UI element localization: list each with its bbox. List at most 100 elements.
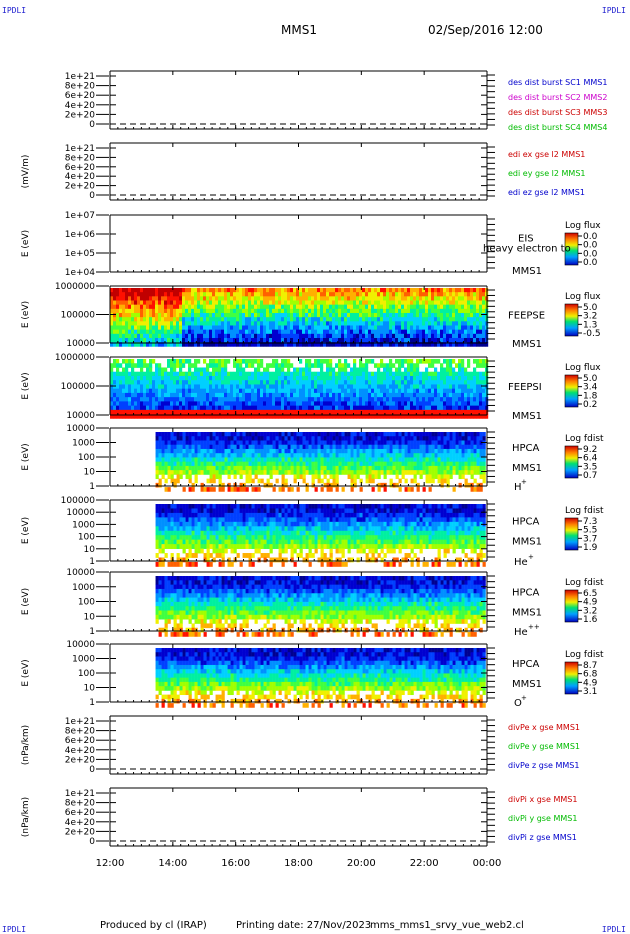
spectrogram-cell: [356, 367, 360, 373]
spectrogram-cell: [239, 296, 243, 301]
spectrogram-cell: [245, 409, 249, 415]
spectrogram-cell: [371, 325, 375, 331]
spectrogram-cell: [182, 308, 186, 314]
spectrogram-cell: [266, 465, 270, 471]
spectrogram-cell: [212, 342, 216, 347]
spectrogram-cell: [476, 296, 480, 301]
spectrogram-cell: [125, 337, 129, 343]
spectrogram-cell: [167, 333, 171, 339]
spectrogram-cell: [344, 457, 348, 463]
spectrogram-cell: [302, 325, 306, 331]
legend-entry: des dist burst SC2 MMS2: [508, 93, 607, 102]
spectrogram-cell: [251, 337, 255, 343]
spectrogram-cell: [338, 397, 342, 402]
spectrogram-cell: [212, 409, 216, 415]
spectrogram-cell: [347, 461, 351, 467]
spectrogram-cell: [218, 380, 222, 385]
spectrogram-cell: [323, 397, 327, 402]
spectrogram-cell: [149, 401, 153, 407]
spectrogram-cell: [113, 300, 117, 306]
spectrogram-cell: [368, 308, 372, 314]
spectrogram-cell: [380, 384, 384, 390]
spectrogram-cell: [341, 300, 345, 306]
spectrogram-cell: [194, 392, 198, 398]
spectrogram-cell: [344, 337, 348, 343]
spectrogram-cell: [275, 392, 279, 398]
spectrogram-cell: [164, 432, 168, 437]
spectrogram-cell: [419, 440, 423, 446]
spectrogram-cell: [242, 482, 246, 488]
spectrogram-cell: [221, 436, 225, 441]
spectrogram-cell: [335, 337, 339, 343]
spectrogram-cell: [230, 440, 234, 446]
spectrogram-cell: [215, 474, 219, 480]
spectrogram-cell: [260, 465, 264, 471]
spectrogram-cell: [110, 405, 114, 411]
spectrogram-cell: [308, 317, 312, 322]
spectrogram-cell: [302, 444, 306, 450]
spectrogram-cell: [335, 465, 339, 471]
spectrogram-cell: [326, 342, 330, 347]
spectrogram-cell: [173, 304, 177, 310]
spectrogram-cell: [455, 397, 459, 402]
spectrogram-cell: [467, 304, 471, 310]
spectrogram-cell: [296, 453, 300, 458]
spectrogram-cell: [188, 448, 192, 454]
spectrogram-cell: [197, 371, 201, 377]
spectrogram-cell: [404, 317, 408, 322]
spectrogram-cell: [251, 401, 255, 407]
spectrogram-cell: [191, 465, 195, 471]
spectrogram-cell: [140, 392, 144, 398]
spectrogram-cell: [137, 405, 141, 411]
spectrogram-cell: [185, 312, 189, 318]
spectrogram-cell: [242, 384, 246, 390]
spectrogram-cell: [347, 371, 351, 377]
spectrogram-cell: [224, 448, 228, 454]
spectrogram-cell: [197, 470, 201, 475]
spectrogram-cell: [179, 292, 183, 297]
spectrogram-cell: [278, 409, 282, 415]
spectrogram-cell: [371, 461, 375, 467]
spectrogram-cell: [236, 333, 240, 339]
spectrogram-cell: [308, 432, 312, 437]
spectrogram-cell: [188, 359, 192, 364]
spectrogram-cell: [308, 436, 312, 441]
spectrogram-cell: [407, 342, 411, 347]
spectrogram-cell: [128, 337, 132, 343]
spectrogram-cell: [251, 292, 255, 297]
spectrogram-cell: [422, 325, 426, 331]
spectrogram-cell: [344, 405, 348, 411]
spectrogram-cell: [368, 388, 372, 394]
spectrogram-cell: [422, 312, 426, 318]
spectrogram-cell: [284, 317, 288, 322]
spectrogram-cell: [323, 444, 327, 450]
spectrogram-cell: [245, 487, 249, 492]
spectrogram-cell: [194, 312, 198, 318]
spectrogram-cell: [293, 292, 297, 297]
spectrogram-cell: [170, 478, 174, 484]
spectrogram-cell: [461, 371, 465, 377]
spectrogram-cell: [269, 397, 273, 402]
spectrogram-cell: [347, 308, 351, 314]
spectrogram-cell: [410, 409, 414, 415]
spectrogram-cell: [470, 312, 474, 318]
spectrogram-cell: [470, 397, 474, 402]
spectrogram-cell: [173, 300, 177, 306]
spectrogram-cell: [290, 333, 294, 339]
spectrogram-cell: [299, 304, 303, 310]
spectrogram-cell: [233, 333, 237, 339]
spectrogram-cell: [392, 448, 396, 454]
spectrogram-cell: [161, 470, 165, 475]
spectrogram-cell: [335, 436, 339, 441]
spectrogram-cell: [248, 388, 252, 394]
spectrogram-cell: [419, 359, 423, 364]
spectrogram-cell: [317, 448, 321, 454]
spectrogram-cell: [344, 409, 348, 415]
spectrogram-cell: [434, 371, 438, 377]
spectrogram-cell: [365, 414, 369, 419]
spectrogram-cell: [398, 308, 402, 314]
spectrogram-cell: [206, 371, 210, 377]
spectrogram-cell: [323, 304, 327, 310]
spectrogram-cell: [299, 405, 303, 411]
spectrogram-cell: [353, 367, 357, 373]
